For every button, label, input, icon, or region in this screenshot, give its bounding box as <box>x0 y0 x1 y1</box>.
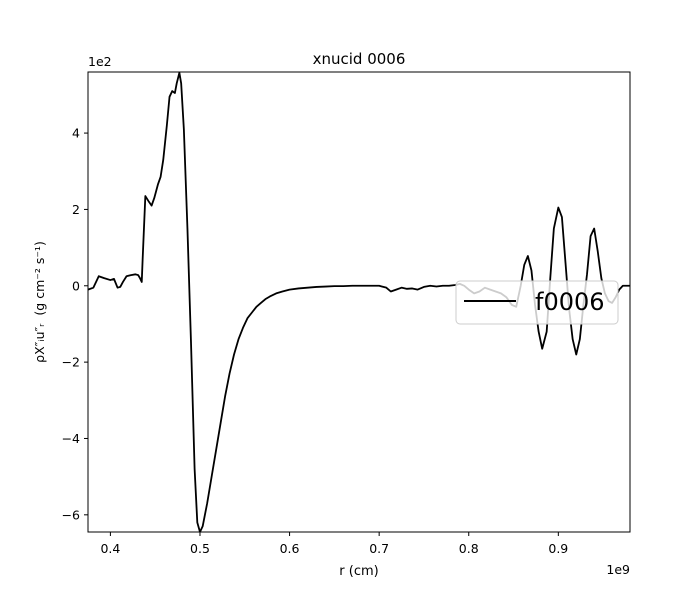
x-axis-label: r (cm) <box>339 564 378 579</box>
y-axis-label-units: (g cm⁻² s⁻¹) <box>32 241 47 315</box>
svg-text:ρX″ᵢu″ᵣ (g cm⁻² s⁻¹): ρX″ᵢu″ᵣ (g cm⁻² s⁻¹) <box>32 241 47 363</box>
x-tick-label: 0.4 <box>100 541 120 556</box>
chart-title: xnucid 0006 <box>313 50 406 68</box>
plot-frame <box>87 71 631 533</box>
y-axis-label: ρX″ᵢu″ᵣ (g cm⁻² s⁻¹) <box>32 241 47 363</box>
y-tick-label: −4 <box>62 431 80 446</box>
series-line-f0006 <box>88 72 630 532</box>
legend-box <box>455 280 619 325</box>
y-tick-label: −2 <box>62 355 80 370</box>
x-tick-label: 0.9 <box>548 541 568 556</box>
x-tick-label: 0.8 <box>459 541 479 556</box>
legend: f0006 <box>455 280 619 325</box>
y-tick-label: 4 <box>72 126 80 141</box>
plot-data <box>88 72 630 532</box>
axis-ticks: 0.4 0.5 0.6 0.7 0.8 0.9 −6 −4 −2 0 2 4 <box>62 126 569 556</box>
x-offset-label: 1e9 <box>606 562 630 577</box>
x-tick-label: 0.7 <box>369 541 389 556</box>
x-tick-label: 0.6 <box>280 541 300 556</box>
y-offset-label: 1e2 <box>88 54 112 69</box>
y-axis-label-quantity: ρX″ᵢu″ᵣ <box>32 323 47 363</box>
y-tick-label: 2 <box>72 202 80 217</box>
x-tick-label: 0.5 <box>190 541 210 556</box>
legend-label: f0006 <box>535 288 605 316</box>
y-tick-label: 0 <box>72 278 80 293</box>
y-tick-label: −6 <box>62 507 80 522</box>
